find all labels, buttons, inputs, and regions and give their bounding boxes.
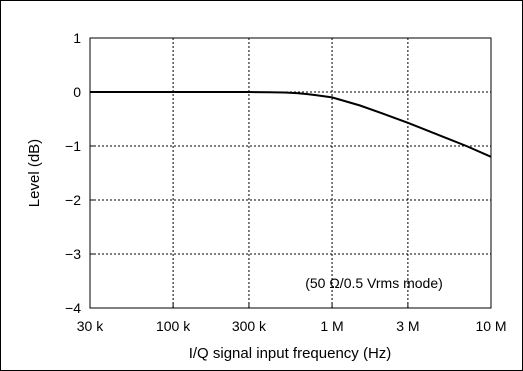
mode-annotation: (50 Ω/0.5 Vrms mode) [305, 275, 443, 291]
y-tick-label: −3 [65, 246, 81, 262]
x-tick-label: 100 k [156, 318, 191, 334]
y-tick-labels: 1 0 −1 −2 −3 −4 [65, 30, 81, 316]
grid [90, 38, 491, 308]
x-axis-label: I/Q signal input frequency (Hz) [189, 345, 392, 362]
y-tick-label: −1 [65, 138, 81, 154]
x-tick-label: 10 M [475, 318, 506, 334]
y-tick-label: −4 [65, 300, 81, 316]
y-tick-label: 0 [73, 84, 81, 100]
x-tick-labels: 30 k 100 k 300 k 1 M 3 M 10 M [77, 318, 507, 334]
y-tick-label: 1 [73, 30, 81, 46]
response-curve [90, 91, 492, 158]
tick-marks [89, 37, 492, 309]
plot-area [89, 37, 492, 309]
y-axis-label: Level (dB) [26, 139, 43, 207]
y-tick-label: −2 [65, 192, 81, 208]
x-tick-label: 3 M [396, 318, 419, 334]
x-tick-label: 30 k [77, 318, 104, 334]
x-tick-label: 300 k [232, 318, 267, 334]
x-tick-label: 1 M [320, 318, 343, 334]
